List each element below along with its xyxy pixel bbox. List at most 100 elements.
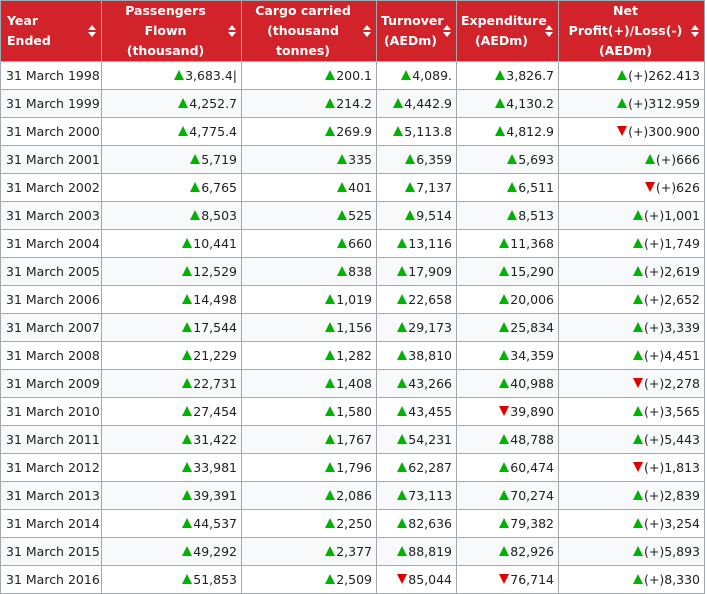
sort-arrows-icon[interactable]: [228, 25, 236, 37]
expenditure-cell: 4,812.9: [456, 117, 559, 146]
increase-triangle-icon: [632, 266, 643, 276]
sort-arrows-icon[interactable]: [545, 25, 553, 37]
expenditure-cell: 8,513: [456, 201, 559, 230]
table-row: 31 March 2008 21,229 1,282 38,810 34,359 (+)4…: [0, 341, 705, 370]
cell-value: 200.1: [336, 68, 372, 83]
sort-arrows-icon[interactable]: [363, 25, 371, 37]
table-row: 31 March 2010 27,454 1,580 43,455 39,890 (+)3…: [0, 397, 705, 426]
year-cell: 31 March 2007: [0, 313, 102, 342]
header-cargo-carried[interactable]: Cargo carried (thousand tonnes): [241, 0, 377, 62]
cargo-carried-cell: 269.9: [241, 117, 377, 146]
cell-value: 1,019: [336, 292, 372, 307]
turnover-cell: 7,137: [376, 173, 457, 202]
expenditure-cell: 48,788: [456, 425, 559, 454]
cell-value: 39,890: [510, 404, 554, 419]
increase-triangle-icon: [632, 210, 643, 220]
table-row: 31 March 2013 39,391 2,086 73,113 70,274 (+)2…: [0, 481, 705, 510]
cell-value: (+)1,749: [643, 236, 700, 251]
table-row: 31 March 2003 8,503 525 9,514 8,513 (+)1,001: [0, 201, 705, 230]
cell-value: 22,658: [408, 292, 452, 307]
increase-triangle-icon: [325, 126, 336, 136]
year-cell: 31 March 2006: [0, 285, 102, 314]
passengers-flown-cell: 51,853: [101, 565, 242, 594]
sort-arrows-icon[interactable]: [691, 25, 699, 37]
increase-triangle-icon: [182, 518, 193, 528]
table-row: 31 March 2007 17,544 1,156 29,173 25,834 (+)3…: [0, 313, 705, 342]
increase-triangle-icon: [397, 322, 408, 332]
increase-triangle-icon: [337, 154, 348, 164]
cargo-carried-cell: 2,377: [241, 537, 377, 566]
cell-value: 5,719: [201, 152, 237, 167]
cell-value: 51,853: [193, 572, 237, 587]
header-turnover[interactable]: Turnover (AEDm): [376, 0, 457, 62]
net-profit-loss-cell: (+)1,001: [558, 201, 705, 230]
net-profit-loss-cell: (+)262.413: [558, 61, 705, 90]
increase-triangle-icon: [190, 182, 201, 192]
passengers-flown-cell: 31,422: [101, 425, 242, 454]
cargo-carried-cell: 1,156: [241, 313, 377, 342]
cell-value: 12,529: [193, 264, 237, 279]
cell-value: 6,765: [201, 180, 237, 195]
cell-value: 73,113: [408, 488, 452, 503]
cell-value: 7,137: [416, 180, 452, 195]
cargo-carried-cell: 200.1: [241, 61, 377, 90]
header-label: Expenditure: [461, 13, 547, 28]
header-label: Cargo carried: [255, 3, 351, 18]
expenditure-cell: 60,474: [456, 453, 559, 482]
header-net-profit-loss[interactable]: Net Profit(+)/Loss(-) (AEDm): [558, 0, 705, 62]
cargo-carried-cell: 2,250: [241, 509, 377, 538]
expenditure-cell: 82,926: [456, 537, 559, 566]
increase-triangle-icon: [397, 518, 408, 528]
net-profit-loss-cell: (+)4,451: [558, 341, 705, 370]
increase-triangle-icon: [397, 434, 408, 444]
table-row: 31 March 1999 4,252.7 214.2 4,442.9 4,130.2 (…: [0, 89, 705, 118]
cell-value: 8,503: [201, 208, 237, 223]
cell-value: 22,731: [193, 376, 237, 391]
net-profit-loss-cell: (+)2,278: [558, 369, 705, 398]
passengers-flown-cell: 17,544: [101, 313, 242, 342]
increase-triangle-icon: [644, 154, 655, 164]
header-expenditure[interactable]: Expenditure (AEDm): [456, 0, 559, 62]
turnover-cell: 5,113.8: [376, 117, 457, 146]
expenditure-cell: 4,130.2: [456, 89, 559, 118]
increase-triangle-icon: [499, 434, 510, 444]
header-year-ended[interactable]: Year Ended: [0, 0, 102, 62]
table-row: 31 March 2004 10,441 660 13,116 11,368 (+)1,7…: [0, 229, 705, 258]
year-cell: 31 March 2015: [0, 537, 102, 566]
cell-value: 44,537: [193, 516, 237, 531]
year-cell: 31 March 2001: [0, 145, 102, 174]
turnover-cell: 43,266: [376, 369, 457, 398]
increase-triangle-icon: [182, 406, 193, 416]
cell-value: 21,229: [193, 348, 237, 363]
increase-triangle-icon: [401, 70, 412, 80]
cell-value: 4,442.9: [404, 96, 452, 111]
expenditure-cell: 39,890: [456, 397, 559, 426]
passengers-flown-cell: 33,981: [101, 453, 242, 482]
cell-value: (+)666: [655, 152, 700, 167]
cell-value: 54,231: [408, 432, 452, 447]
increase-triangle-icon: [617, 98, 628, 108]
table-row: 31 March 2015 49,292 2,377 88,819 82,926 (+)5…: [0, 537, 705, 566]
year-cell: 31 March 2008: [0, 341, 102, 370]
cell-value: 70,274: [510, 488, 554, 503]
sort-arrows-icon[interactable]: [88, 25, 96, 37]
turnover-cell: 22,658: [376, 285, 457, 314]
expenditure-cell: 34,359: [456, 341, 559, 370]
year-cell: 31 March 2002: [0, 173, 102, 202]
passengers-flown-cell: 4,775.4: [101, 117, 242, 146]
expenditure-cell: 25,834: [456, 313, 559, 342]
net-profit-loss-cell: (+)300.900: [558, 117, 705, 146]
table-body: 31 March 1998 3,683.4| 200.1 4,089. 3,826.7 (…: [0, 61, 705, 594]
year-cell: 31 March 2011: [0, 425, 102, 454]
cell-value: 15,290: [510, 264, 554, 279]
passengers-flown-cell: 39,391: [101, 481, 242, 510]
increase-triangle-icon: [182, 546, 193, 556]
header-passengers-flown[interactable]: Passengers Flown (thousand): [101, 0, 242, 62]
cargo-carried-cell: 1,408: [241, 369, 377, 398]
cell-value: 2,509: [336, 572, 372, 587]
header-label: (AEDm): [474, 33, 529, 48]
turnover-cell: 38,810: [376, 341, 457, 370]
net-profit-loss-cell: (+)3,565: [558, 397, 705, 426]
cell-value: 17,909: [408, 264, 452, 279]
sort-arrows-icon[interactable]: [443, 25, 451, 37]
